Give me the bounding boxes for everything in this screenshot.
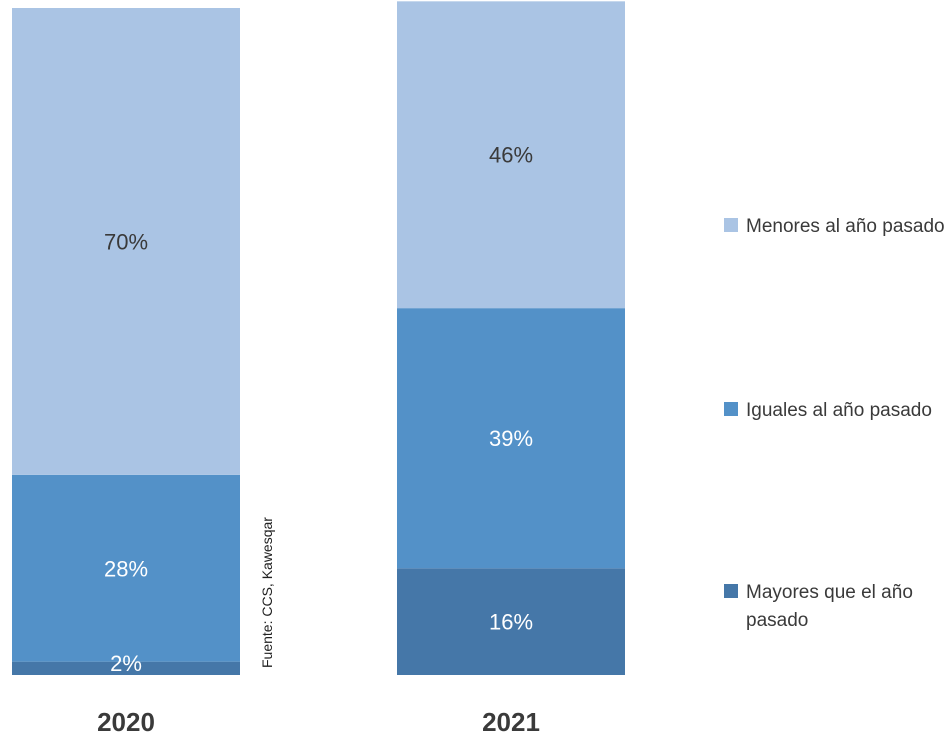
bar-segment-2021-series-0	[397, 568, 625, 675]
data-label-2021-series-1: 39%	[489, 426, 533, 451]
category-label-2021: 2021	[482, 707, 540, 735]
legend-label-1: Iguales al año pasado	[746, 400, 932, 421]
category-label-2020: 2020	[97, 707, 155, 735]
legend-label-0-line-1: pasado	[746, 610, 808, 631]
bar-segment-2020-series-2	[12, 8, 240, 475]
legend-swatch-1	[724, 402, 738, 416]
data-label-2021-series-2: 46%	[489, 143, 533, 168]
data-label-2021-series-0: 16%	[489, 610, 533, 635]
bar-segment-2020-series-1	[12, 474, 240, 662]
legend-swatch-2	[724, 218, 738, 232]
bars-group	[12, 1, 625, 675]
data-label-2020-series-2: 70%	[104, 229, 148, 254]
source-note: Fuente: CCS, Kawesqar	[259, 517, 275, 668]
legend-swatch-0	[724, 584, 738, 598]
data-label-2020-series-0: 2%	[110, 651, 142, 676]
legend-label-0-line-0: Mayores que el año	[746, 582, 913, 603]
legend-label-2: Menores al año pasado	[746, 216, 945, 237]
segment-labels-group: 2% 28% 70% 16% 39% 46%	[104, 143, 533, 676]
category-labels-group: 2020 2021	[97, 707, 540, 735]
bar-segment-2021-series-2	[397, 1, 625, 309]
legend: Menores al año pasado Iguales al año pasa…	[724, 216, 945, 631]
bar-segment-2020-series-0	[12, 661, 240, 675]
bar-segment-2021-series-1	[397, 308, 625, 569]
data-label-2020-series-1: 28%	[104, 556, 148, 581]
